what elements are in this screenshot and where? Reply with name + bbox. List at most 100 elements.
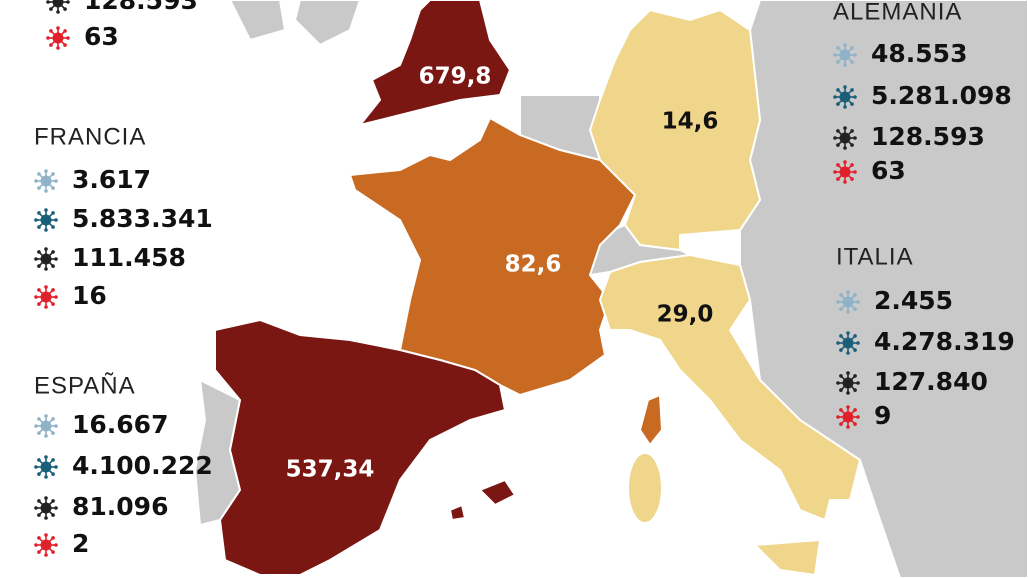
virus-tip bbox=[66, 36, 70, 40]
stat-panel: FRANCIA 3.617 5.833.341 111.458 16 bbox=[34, 123, 213, 310]
virus-tip bbox=[51, 225, 55, 229]
countries bbox=[214, 0, 862, 577]
virus-tip bbox=[34, 179, 38, 183]
virus-tip bbox=[836, 300, 840, 304]
sicily-shape bbox=[752, 538, 822, 577]
country-value: 82,6 bbox=[505, 252, 562, 278]
virus-icon bbox=[836, 405, 860, 429]
virus-tip bbox=[49, 43, 53, 47]
virus-tip bbox=[44, 475, 48, 479]
stat-panel: ALEMANIA 48.553 5.281.098 128.593 63 bbox=[833, 0, 1012, 185]
virus-tip bbox=[853, 170, 857, 174]
virus-icon bbox=[46, 26, 70, 50]
stat-panels: 128.593 63 FRANCIA 3.617 5.833.341 111.458 16 E… bbox=[34, 0, 1015, 558]
virus-tip bbox=[833, 136, 837, 140]
virus-tip bbox=[836, 341, 840, 345]
virus-tip bbox=[853, 136, 857, 140]
virus-tip bbox=[856, 341, 860, 345]
virus-tip bbox=[37, 264, 41, 268]
virus-tip bbox=[853, 95, 857, 99]
virus-tip bbox=[51, 458, 55, 462]
virus-tip bbox=[44, 533, 48, 537]
virus-tip bbox=[843, 160, 847, 164]
virus-tip bbox=[846, 425, 850, 429]
virus-tip bbox=[44, 285, 48, 289]
virus-tip bbox=[850, 88, 854, 92]
virus-spike bbox=[54, 0, 59, 3]
virus-tip bbox=[839, 408, 843, 412]
virus-tip bbox=[836, 381, 840, 385]
stat-value: 2 bbox=[72, 529, 89, 558]
virus-tip bbox=[44, 267, 48, 271]
virus-tip bbox=[34, 295, 38, 299]
virus-tip bbox=[839, 334, 843, 338]
virus-tip bbox=[839, 374, 843, 378]
virus-tip bbox=[833, 170, 837, 174]
stat-value: 9 bbox=[874, 401, 891, 430]
virus-tip bbox=[836, 163, 840, 167]
virus-tip bbox=[34, 506, 38, 510]
virus-tip bbox=[34, 424, 38, 428]
virus-tip bbox=[51, 211, 55, 215]
virus-tip bbox=[44, 516, 48, 520]
stat-value: 128.593 bbox=[871, 122, 985, 151]
stat-value: 63 bbox=[871, 156, 906, 185]
virus-tip bbox=[51, 472, 55, 476]
virus-tip bbox=[846, 371, 850, 375]
virus-tip bbox=[836, 88, 840, 92]
virus-icon bbox=[46, 0, 70, 14]
stat-value: 63 bbox=[84, 22, 119, 51]
virus-tip bbox=[850, 163, 854, 167]
virus-tip bbox=[34, 543, 38, 547]
virus-tip bbox=[37, 550, 41, 554]
virus-tip bbox=[54, 506, 58, 510]
virus-tip bbox=[54, 465, 58, 469]
virus-tip bbox=[44, 208, 48, 212]
virus-tip bbox=[63, 43, 67, 47]
virus-tip bbox=[843, 105, 847, 109]
stat-value: 127.840 bbox=[874, 367, 988, 396]
virus-icon bbox=[836, 331, 860, 355]
virus-tip bbox=[839, 388, 843, 392]
virus-tip bbox=[44, 414, 48, 418]
virus-icon bbox=[34, 169, 58, 193]
virus-tip bbox=[37, 499, 41, 503]
virus-tip bbox=[853, 408, 857, 412]
virus-icon bbox=[833, 43, 857, 67]
virus-tip bbox=[51, 513, 55, 517]
virus-tip bbox=[836, 60, 840, 64]
virus-tip bbox=[856, 381, 860, 385]
virus-tip bbox=[846, 331, 850, 335]
virus-tip bbox=[843, 63, 847, 67]
virus-tip bbox=[843, 126, 847, 130]
virus-tip bbox=[850, 143, 854, 147]
virus-icon bbox=[34, 208, 58, 232]
stat-value: 81.096 bbox=[72, 492, 168, 521]
virus-tip bbox=[66, 0, 70, 4]
virus-tip bbox=[850, 102, 854, 106]
stat-value: 5.281.098 bbox=[871, 81, 1012, 110]
virus-tip bbox=[63, 7, 67, 11]
virus-tip bbox=[44, 169, 48, 173]
virus-tip bbox=[37, 417, 41, 421]
stat-value: 4.278.319 bbox=[874, 327, 1015, 356]
virus-tip bbox=[37, 250, 41, 254]
virus-tip bbox=[836, 46, 840, 50]
country-name: ITALIA bbox=[836, 243, 914, 270]
virus-tip bbox=[853, 53, 857, 57]
virus-icon bbox=[34, 533, 58, 557]
virus-tip bbox=[846, 351, 850, 355]
virus-tip bbox=[833, 53, 837, 57]
virus-tip bbox=[44, 496, 48, 500]
stat-value: 48.553 bbox=[871, 39, 967, 68]
virus-tip bbox=[51, 550, 55, 554]
virus-tip bbox=[44, 455, 48, 459]
virus-tip bbox=[51, 264, 55, 268]
virus-tip bbox=[54, 218, 58, 222]
country-name: FRANCIA bbox=[34, 123, 146, 150]
virus-tip bbox=[846, 391, 850, 395]
virus-tip bbox=[37, 536, 41, 540]
virus-tip bbox=[54, 179, 58, 183]
virus-tip bbox=[843, 43, 847, 47]
country-name: ESPAÑA bbox=[34, 372, 136, 399]
